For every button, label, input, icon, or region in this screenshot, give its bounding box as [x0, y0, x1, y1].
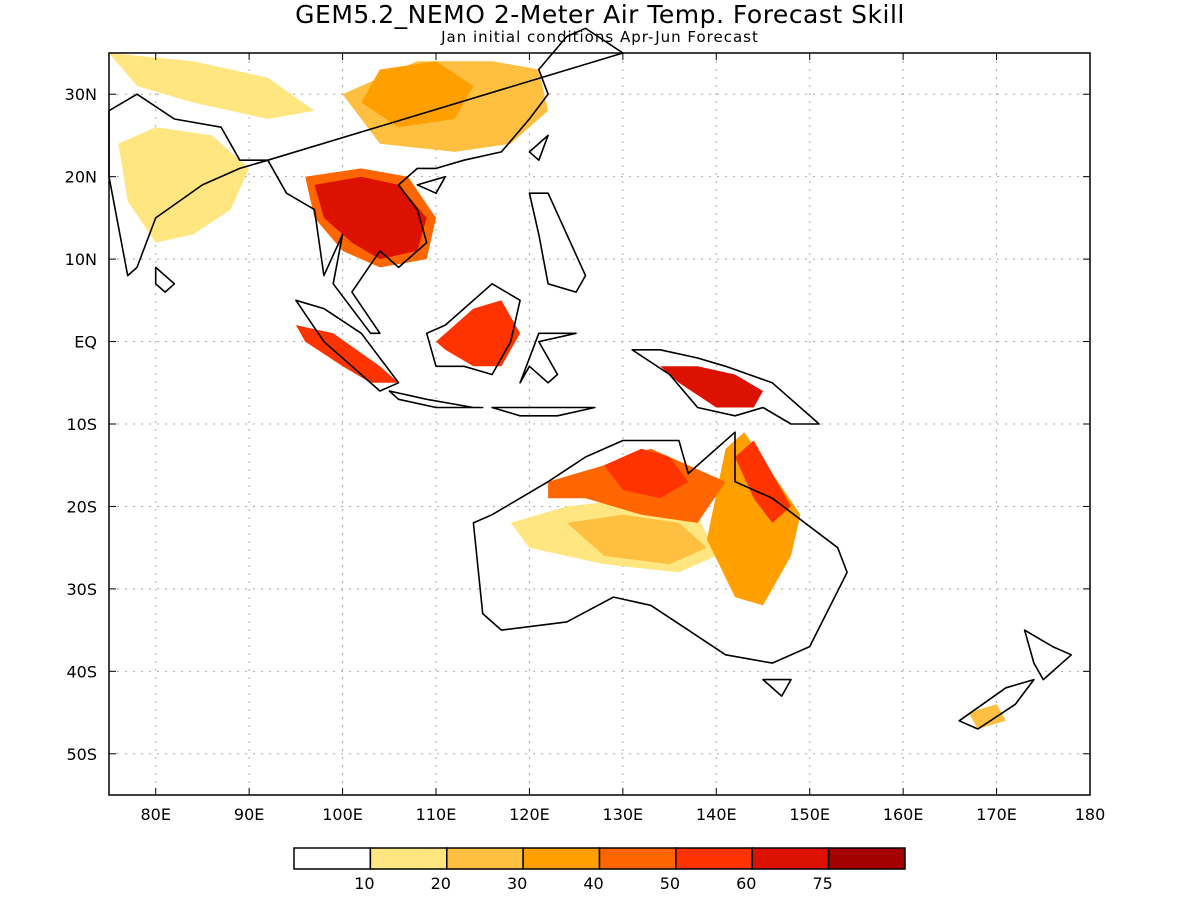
coastline-philippines: [528, 192, 587, 293]
lat-label: 50S: [66, 745, 97, 764]
coastline-asia-mainland: [266, 27, 624, 335]
skill-region-borneo: [436, 300, 521, 367]
graticule: [109, 53, 1091, 795]
lon-label: 160E: [883, 805, 924, 824]
lat-label: 40S: [66, 662, 97, 681]
lat-label: EQ: [74, 333, 97, 352]
skill-region-sumatra: [295, 325, 399, 383]
coastline-india: [108, 93, 269, 277]
coastlines: [108, 27, 1073, 730]
legend-label: 75: [812, 874, 832, 893]
coastline-nz-south: [958, 678, 1035, 730]
skill-shading: [109, 53, 1006, 729]
coastline-taiwan: [528, 134, 549, 161]
lon-label: 110E: [416, 805, 457, 824]
latitude-labels: 30N 20N 10N EQ 10S 20S 30S 40S 50S: [65, 85, 1090, 764]
legend-label: 60: [736, 874, 756, 893]
coastline-sulawesi: [519, 332, 577, 384]
legend-swatch: [827, 847, 906, 870]
chart-title: GEM5.2_NEMO 2-Meter Air Temp. Forecast S…: [295, 0, 905, 29]
legend-swatch: [293, 847, 372, 870]
lon-label: 80E: [140, 805, 170, 824]
coastline-new-guinea: [631, 348, 820, 425]
legend-label: 50: [660, 874, 680, 893]
skill-region-china-core: [361, 61, 474, 128]
lon-label: 120E: [509, 805, 550, 824]
lon-label: 90E: [234, 805, 264, 824]
legend-swatch: [522, 847, 601, 870]
lat-label: 10N: [65, 250, 97, 269]
legend-label: 30: [507, 874, 527, 893]
skill-region-india-low: [118, 127, 250, 243]
lon-label: 180: [1075, 805, 1106, 824]
legend-label: 10: [354, 874, 374, 893]
coastline-nz-north: [1023, 629, 1073, 681]
color-legend: 10 20 30 40 50 60 75: [293, 847, 906, 893]
skill-region-aus-east: [706, 432, 801, 606]
coastline-australia: [472, 431, 848, 664]
skill-region-mainland-sea: [314, 176, 427, 260]
coastline-sumatra: [295, 299, 400, 392]
coastline-tasmania: [762, 678, 792, 697]
lat-label: 30S: [66, 580, 97, 599]
coastline-sri-lanka: [154, 266, 176, 293]
coastline-hainan: [416, 175, 447, 194]
lat-label: 10S: [66, 415, 97, 434]
lon-label: 150E: [789, 805, 830, 824]
legend-swatch: [751, 847, 830, 870]
legend-label: 20: [431, 874, 451, 893]
lat-label: 20N: [65, 168, 97, 187]
lon-label: 130E: [603, 805, 644, 824]
longitude-labels: 80E 90E 100E 110E 120E 130E 140E 150E 160E 170E 18…: [140, 53, 1105, 824]
legend-swatch: [369, 847, 448, 870]
skill-region-new-guinea: [660, 366, 763, 408]
lon-label: 100E: [322, 805, 363, 824]
lat-label: 30N: [65, 85, 97, 104]
coastline-java: [388, 390, 484, 409]
skill-region-aus-inner: [566, 514, 707, 565]
legend-swatch: [675, 847, 753, 870]
lon-label: 140E: [696, 805, 737, 824]
legend-swatch: [598, 847, 677, 870]
lon-label: 170E: [976, 805, 1017, 824]
coastline-borneo: [425, 282, 521, 376]
skill-region-new-zealand-south: [968, 704, 1006, 729]
skill-region-aus-north-core: [604, 448, 689, 499]
skill-region-himalaya: [109, 53, 315, 119]
coastline-lesser-sunda: [491, 406, 596, 417]
lat-label: 20S: [66, 497, 97, 516]
legend-swatch: [446, 847, 524, 870]
legend-label: 40: [583, 874, 603, 893]
